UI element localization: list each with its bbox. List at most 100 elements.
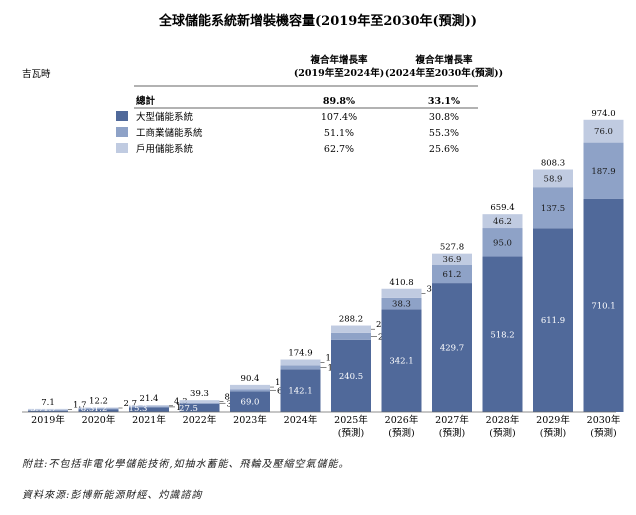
bar-segment (482, 228, 523, 257)
segment-label: 611.9 (541, 316, 565, 326)
bar-segment (533, 169, 573, 188)
bar-segment (28, 409, 68, 411)
bar-segment (129, 406, 169, 408)
bar-segment (331, 332, 371, 340)
bar-segment (331, 325, 371, 333)
x-tick-label: 2022年 (183, 414, 217, 426)
bar-segment (28, 408, 68, 410)
x-tick-label: 2020年 (82, 414, 116, 426)
x-tick-label: 2025年 (334, 414, 368, 426)
cagr-value: 25.6% (429, 144, 459, 155)
legend: 總計 89.8% 33.1% 大型儲能系統 107.4% 30.8% 工商業儲能系統 51.1… (116, 95, 478, 155)
x-tick-label: 2030年 (587, 414, 621, 426)
bar-segment (482, 214, 523, 229)
segment-label: 187.9 (591, 167, 615, 177)
segment-label: 27.5 (179, 404, 198, 414)
x-tick-label: 2026年 (385, 414, 419, 426)
source-note: 資料來源:彭博新能源財經、灼識諮詢 (22, 490, 203, 501)
bar-segment (280, 359, 321, 366)
total-label: 7.1 (41, 398, 55, 408)
cagr-value: 107.4% (321, 112, 357, 123)
x-tick-label: 2028年 (486, 414, 520, 426)
segment-label: 58.9 (544, 174, 563, 184)
segment-label: 15.3 (129, 404, 148, 414)
x-tick-label: 2024年 (284, 414, 318, 426)
segment-label: 46.2 (493, 217, 512, 227)
total-label: 39.3 (190, 389, 209, 399)
segment-label: 518.2 (490, 330, 514, 340)
segment-label: 36.9 (443, 255, 462, 265)
segment-label: 38.3 (392, 300, 411, 310)
x-tick-label: 2019年 (31, 414, 65, 426)
total-label: 974.0 (591, 109, 615, 119)
segment-label: 95.0 (493, 238, 512, 248)
bar-segment (482, 256, 523, 412)
segment-label: 137.5 (541, 204, 565, 214)
x-tick-label: 2027年 (435, 414, 469, 426)
total-label: 21.4 (140, 394, 159, 404)
x-tick-sublabel: (預測) (338, 427, 364, 439)
segment-label: 76.0 (594, 127, 613, 137)
cagr-value: 30.8% (429, 112, 459, 123)
bar-segment (230, 389, 270, 392)
x-tick-sublabel: (預測) (540, 427, 566, 439)
total-label: 808.3 (541, 159, 565, 169)
segment-label: 1.7 (43, 404, 57, 414)
bar-segment (381, 309, 422, 412)
x-tick-sublabel: (預測) (489, 427, 515, 439)
segment-label: 142.1 (288, 387, 312, 397)
cagr-header-1: 複合年增長率(2019年至2024年) (294, 54, 384, 79)
segment-label: 240.5 (339, 372, 363, 382)
x-tick-sublabel: (預測) (590, 427, 616, 439)
x-tick-sublabel: (預測) (439, 427, 465, 439)
x-tick-sublabel: (預測) (388, 427, 414, 439)
bar-segment (230, 384, 270, 390)
segment-label: 61.2 (443, 270, 462, 280)
total-label: 12.2 (89, 397, 108, 407)
bar-segment (583, 198, 624, 412)
bar-segment (331, 339, 371, 412)
bar-segment (280, 365, 321, 370)
segment-label: 342.1 (389, 357, 413, 367)
legend-label: 戶用儲能系統 (136, 143, 194, 155)
bar-segment (78, 407, 119, 409)
bar-segment (179, 402, 220, 404)
segment-label: 429.7 (440, 344, 464, 354)
segment-label: 1.2 (94, 404, 108, 414)
total-label: 90.4 (241, 374, 260, 384)
legend-swatch (116, 111, 128, 121)
segment-label: 2.7 (124, 399, 138, 409)
segment-label: 8.3 (81, 404, 95, 414)
bar-segment (432, 264, 472, 284)
x-tick-label: 2021年 (132, 414, 166, 426)
segment-label: 1.7 (73, 400, 87, 410)
cagr-value: 51.1% (324, 128, 354, 139)
bar-segment (78, 409, 119, 412)
bar-segment (230, 391, 270, 412)
bar-segment (381, 288, 422, 298)
x-tick-label: 2023年 (233, 414, 267, 426)
total-label: 410.8 (389, 278, 413, 288)
bar-segment (583, 119, 624, 143)
bar-segment (533, 187, 573, 229)
legend-label: 工商業儲能系統 (136, 127, 203, 139)
bar-segment (280, 369, 321, 412)
chart-title: 全球儲能系統新增裝機容量(2019年至2030年(預測)) (158, 13, 477, 29)
bars: 3.71.71.77.18.31.22.712.215.31.84.321.42… (28, 109, 624, 414)
bar-segment (179, 400, 220, 403)
bar-segment (28, 410, 68, 412)
bar-segment (381, 297, 422, 310)
cagr-value: 33.1% (428, 96, 460, 107)
bar-segment (432, 253, 472, 265)
cagr-value: 62.7% (324, 144, 354, 155)
cagr-value: 55.3% (429, 128, 459, 139)
total-label: 288.2 (339, 315, 363, 325)
total-label: 174.9 (288, 349, 312, 359)
y-axis-label: 吉瓦時 (22, 69, 51, 80)
cagr-row-label: 總計 (136, 95, 156, 107)
legend-swatch (116, 143, 128, 153)
bar-segment (78, 408, 119, 410)
segment-label: 710.1 (591, 301, 615, 311)
x-tick-label: 2029年 (536, 414, 570, 426)
